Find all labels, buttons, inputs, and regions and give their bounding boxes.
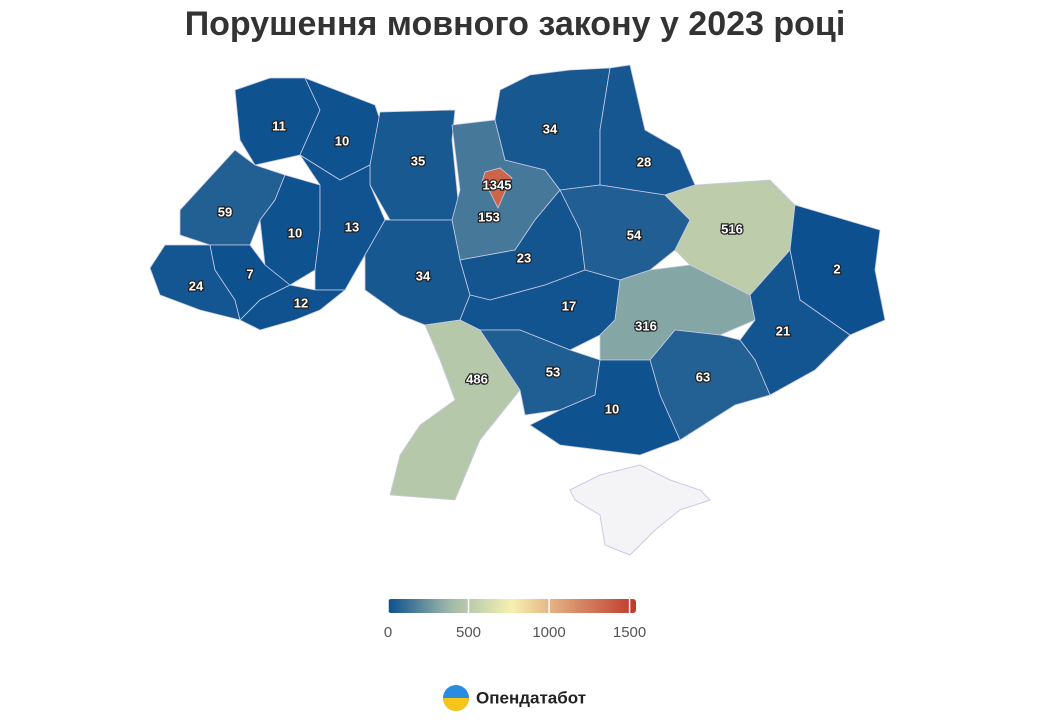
regions bbox=[149, 64, 886, 501]
region-label: 2 bbox=[833, 261, 840, 276]
region-label: 13 bbox=[345, 219, 359, 234]
region-label: 10 bbox=[288, 225, 302, 240]
region-label: 34 bbox=[416, 268, 431, 283]
region-label: 1345 bbox=[483, 177, 512, 192]
colorbar: 0 500 1000 1500 bbox=[384, 599, 646, 641]
region bbox=[239, 284, 347, 331]
region bbox=[529, 359, 681, 456]
region-label: 28 bbox=[637, 154, 651, 169]
colorbar-tick-label: 1000 bbox=[532, 624, 565, 641]
region-label: 24 bbox=[189, 278, 204, 293]
region-label: 23 bbox=[517, 250, 531, 265]
region-label: 63 bbox=[696, 369, 710, 384]
chart-title: Порушення мовного закону у 2023 році bbox=[185, 5, 846, 43]
region-label: 516 bbox=[721, 221, 743, 236]
region-label: 59 bbox=[218, 204, 232, 219]
region-label: 10 bbox=[335, 133, 349, 148]
region-label: 34 bbox=[543, 121, 558, 136]
region bbox=[299, 154, 386, 291]
region-labels: 11 10 35 153 1345 34 28 59 10 13 34 24 7 12 23 54 516 2 17… bbox=[188, 117, 842, 418]
region-label: 316 bbox=[635, 318, 657, 333]
crimea bbox=[569, 464, 711, 556]
region-label: 17 bbox=[562, 298, 576, 313]
colorbar-bar bbox=[388, 599, 636, 613]
colorbar-tick-label: 1500 bbox=[613, 624, 646, 641]
region-label: 21 bbox=[776, 323, 790, 338]
region-label: 53 bbox=[546, 364, 560, 379]
region-label: 153 bbox=[478, 209, 500, 224]
footer-brand: Опендатабот bbox=[476, 688, 586, 707]
region-label: 7 bbox=[246, 266, 253, 281]
region bbox=[739, 249, 851, 396]
region-label: 10 bbox=[605, 401, 619, 416]
region-label: 486 bbox=[466, 371, 488, 386]
region-label: 12 bbox=[294, 295, 308, 310]
region bbox=[599, 64, 696, 196]
region bbox=[481, 167, 513, 209]
region bbox=[559, 184, 691, 281]
logo-half bbox=[443, 698, 469, 711]
colorbar-tick-label: 500 bbox=[456, 624, 481, 641]
region-label: 35 bbox=[411, 153, 425, 168]
region-label: 54 bbox=[627, 227, 642, 242]
region-label: 11 bbox=[272, 118, 286, 133]
colorbar-tick-label: 0 bbox=[384, 624, 392, 641]
